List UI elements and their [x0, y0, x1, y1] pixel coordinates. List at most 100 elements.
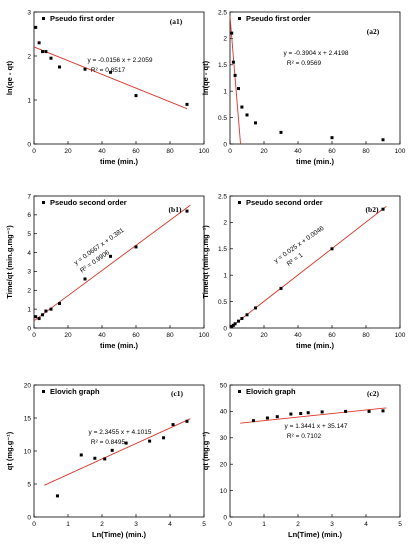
y-tick-label: 2 — [27, 288, 31, 295]
y-tick-label: 5 — [27, 481, 31, 488]
y-tick-label: 7 — [27, 193, 31, 200]
y-tick-label: 1.5 — [218, 62, 227, 69]
x-tick-label: 40 — [294, 332, 302, 339]
data-point — [279, 286, 283, 290]
data-point — [320, 410, 324, 414]
y-tick-label: 2.5 — [218, 9, 227, 16]
y-tick-label: 0 — [27, 325, 31, 332]
y-tick-label: 0 — [27, 141, 31, 148]
y-tick-label: 30 — [220, 435, 228, 442]
x-tick-label: 0 — [228, 332, 232, 339]
panel-tag: (b2) — [366, 205, 379, 214]
x-tick-label: 20 — [64, 148, 72, 155]
x-tick-label: 80 — [362, 148, 370, 155]
y-tick-label: 10 — [24, 448, 32, 455]
data-point — [185, 209, 189, 213]
x-tick-label: 0 — [228, 521, 232, 528]
data-point — [185, 102, 189, 106]
x-tick-label: 0 — [228, 148, 232, 155]
x-tick-label: 5 — [398, 521, 402, 528]
r-squared: R² = 0.9569 — [287, 60, 322, 67]
legend-marker — [238, 390, 241, 393]
x-tick-label: 0 — [32, 332, 36, 339]
data-point — [251, 419, 255, 423]
data-point — [233, 73, 237, 77]
x-tick-label: 60 — [328, 148, 336, 155]
fit-line — [229, 205, 387, 329]
data-point — [37, 317, 41, 321]
data-point — [55, 494, 59, 498]
x-tick-label: 20 — [260, 332, 268, 339]
y-axis-label: ln(qe - qt) — [201, 60, 210, 95]
data-point — [230, 31, 234, 35]
panel-tag: (a2) — [367, 27, 380, 36]
regression-annotation: y = -0.0156 x + 2.2059 R² = 0.8517 — [87, 57, 152, 74]
data-point — [245, 313, 249, 317]
y-tick-label: 1 — [223, 89, 227, 96]
data-point — [245, 113, 249, 117]
y-tick-label: 2.5 — [218, 193, 227, 200]
y-tick-label: 2 — [27, 53, 31, 60]
x-tick-label: 5 — [202, 521, 206, 528]
y-tick-label: 20 — [24, 382, 32, 389]
data-point — [330, 136, 334, 140]
y-tick-label: 50 — [220, 382, 228, 389]
x-tick-label: 1 — [66, 521, 70, 528]
x-tick-label: 4 — [364, 521, 368, 528]
legend-label: Elovich graph — [50, 387, 100, 396]
data-point — [41, 50, 44, 54]
data-point — [289, 412, 293, 416]
regression-annotation: y = -0.3904 x + 2.4198 R² = 0.9569 — [283, 50, 348, 67]
x-axis-label: time (min.) — [100, 341, 138, 350]
regression-annotation: y = 1.3441 x + 35.147 R² = 0.7102 — [285, 423, 348, 440]
y-tick-label: 1 — [27, 97, 31, 104]
plot-frame — [33, 195, 205, 329]
data-point — [254, 306, 257, 310]
data-point — [254, 121, 257, 125]
legend-label: Pseudo first order — [50, 14, 115, 23]
x-tick-label: 4 — [168, 521, 172, 528]
y-axis-label: Time/qt (min.g.mg⁻¹) — [201, 225, 210, 299]
data-point — [34, 315, 38, 319]
data-point — [79, 453, 83, 457]
x-tick-label: 40 — [98, 148, 106, 155]
fit-line — [229, 16, 241, 145]
data-point — [49, 307, 53, 311]
regression-equation: y = -0.0156 x + 2.2059 — [87, 57, 152, 64]
data-point — [381, 207, 385, 211]
fit-line — [33, 46, 188, 110]
data-point — [367, 409, 371, 413]
y-tick-label: 2 — [223, 36, 227, 43]
data-point — [240, 316, 244, 320]
panel-a2: 0 20 40 60 80 100 0 0.5 1 1.5 2 2.5 time (min.) ln(qe… — [201, 9, 406, 166]
y-axis-label: qt (mg.g⁻¹) — [201, 431, 210, 470]
x-axis-label: time (min.) — [296, 341, 334, 350]
data-point — [148, 439, 152, 443]
x-tick-label: 80 — [166, 148, 174, 155]
x-tick-label: 100 — [199, 148, 210, 155]
y-tick-label: 0.5 — [218, 299, 227, 306]
regression-equation: y = 2.3455 x + 4.1015 — [89, 429, 152, 436]
data-point — [49, 56, 53, 60]
y-tick-label: 10 — [220, 488, 228, 495]
data-point — [233, 322, 237, 326]
plot-frame — [229, 195, 401, 329]
y-tick-label: 1.5 — [218, 246, 227, 253]
y-tick-label: 4 — [27, 250, 31, 257]
y-tick-label: 40 — [220, 409, 228, 416]
data-point — [124, 441, 128, 445]
fit-line — [240, 407, 387, 424]
y-tick-label: 20 — [220, 462, 228, 469]
y-tick-label: 3 — [27, 9, 31, 16]
data-point — [185, 419, 189, 423]
x-tick-label: 100 — [395, 148, 406, 155]
data-point — [306, 411, 310, 415]
y-tick-label: 15 — [24, 415, 32, 422]
panel-b1: 0 20 40 60 80 100 0 1 2 3 4 5 6 7 time (min.) Time/qt (… — [5, 193, 210, 350]
x-tick-label: 0 — [32, 521, 36, 528]
regression-annotation: y = 2.3455 x + 4.1015 R² = 0.8495 — [89, 429, 152, 446]
plot-frame — [229, 384, 401, 518]
data-point — [265, 416, 269, 420]
